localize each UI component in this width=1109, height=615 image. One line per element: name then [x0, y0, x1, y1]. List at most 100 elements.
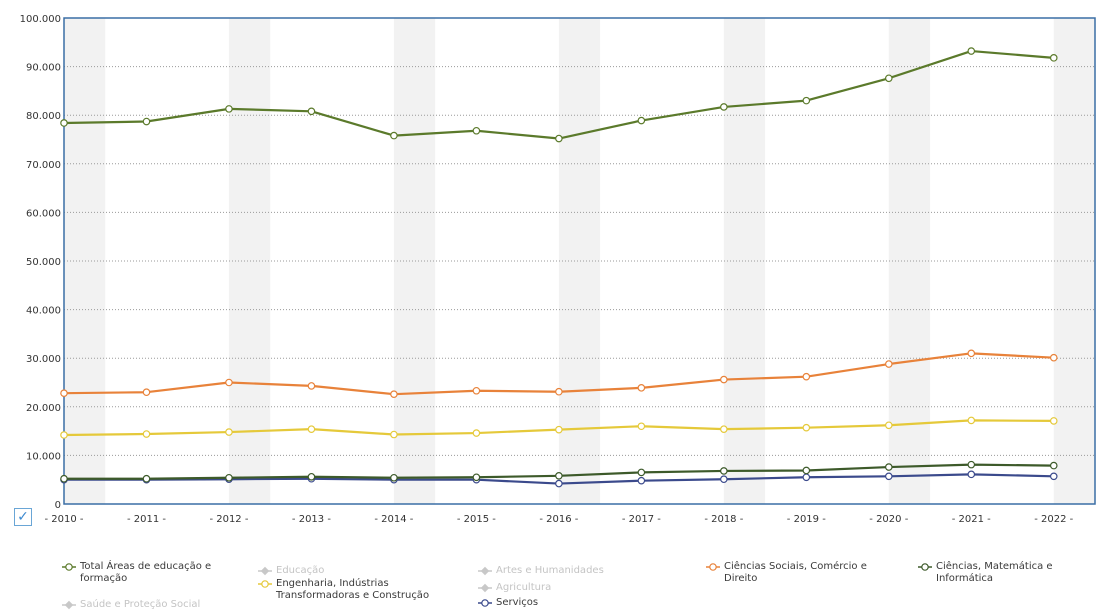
legend-item[interactable]: Engenharia, Indústrias Transformadoras e… [258, 578, 458, 602]
data-point[interactable] [307, 382, 316, 390]
data-point[interactable] [802, 96, 811, 105]
data-point[interactable] [802, 372, 811, 381]
data-point[interactable] [390, 430, 398, 439]
x-tick-label: - 2016 - [539, 514, 578, 525]
data-point[interactable] [390, 473, 398, 482]
data-point[interactable] [720, 103, 728, 111]
legend-item[interactable]: Agricultura [478, 582, 678, 594]
data-point[interactable] [884, 360, 893, 368]
y-tick-label: 40.000 [26, 306, 61, 317]
y-tick-label: 90.000 [26, 63, 61, 74]
data-point[interactable] [720, 475, 728, 484]
data-point[interactable] [555, 479, 563, 488]
data-point[interactable] [720, 425, 728, 433]
plot-frame [63, 17, 1096, 505]
legend-item[interactable]: Saúde e Proteção Social [62, 599, 252, 611]
data-point[interactable] [967, 460, 976, 469]
data-point[interactable] [225, 105, 233, 113]
data-point[interactable] [555, 387, 563, 396]
legend-item[interactable]: Ciências Sociais, Comércio e Direito [706, 561, 896, 585]
y-tick-label: 60.000 [26, 208, 61, 219]
legend-item[interactable]: Serviços [478, 597, 678, 609]
x-tick-label: - 2018 - [704, 514, 743, 525]
legend-item[interactable]: Ciências, Matemática e Informática [918, 561, 1088, 585]
data-point[interactable] [390, 131, 398, 140]
legend-marker-icon [918, 561, 932, 573]
legend-label: Engenharia, Indústrias Transformadoras e… [276, 578, 430, 601]
y-axis: 0 10.000 20.000 30.000 40.000 50.000 60.000 70.… [20, 14, 61, 511]
data-point[interactable] [307, 107, 316, 116]
data-point[interactable] [637, 476, 646, 485]
data-point[interactable] [60, 389, 68, 397]
data-point[interactable] [142, 474, 151, 483]
data-point[interactable] [1049, 353, 1058, 362]
plot-band [888, 18, 931, 504]
data-point[interactable] [802, 473, 811, 482]
gridlines [64, 66, 1095, 456]
y-tick-label: 50.000 [26, 257, 61, 268]
data-point[interactable] [637, 468, 646, 477]
checkmark-icon: ✓ [17, 509, 29, 525]
data-point[interactable] [472, 429, 481, 437]
data-point[interactable] [60, 119, 68, 127]
legend-item[interactable]: Total Áreas de educação e formação [62, 561, 230, 585]
data-point[interactable] [884, 421, 893, 430]
data-point[interactable] [142, 388, 151, 397]
data-point[interactable] [884, 463, 893, 471]
data-point[interactable] [555, 472, 563, 480]
x-tick-label: - 2019 - [787, 514, 826, 525]
x-tick-label: - 2013 - [292, 514, 331, 525]
y-tick-label: 80.000 [26, 111, 61, 122]
data-point[interactable] [1049, 417, 1058, 425]
data-point[interactable] [472, 126, 481, 135]
legend-marker-icon [478, 597, 492, 609]
data-point[interactable] [884, 74, 893, 83]
y-tick-label: 70.000 [26, 160, 61, 171]
data-point[interactable] [637, 422, 646, 431]
data-point[interactable] [225, 428, 233, 436]
data-point[interactable] [472, 473, 481, 482]
data-point[interactable] [142, 430, 151, 438]
chart-legend: Total Áreas de educação e formação Educaç… [0, 555, 1109, 615]
data-point[interactable] [390, 390, 398, 398]
data-point[interactable] [720, 375, 728, 384]
plot-band [1053, 18, 1095, 504]
data-point[interactable] [967, 416, 976, 425]
data-point[interactable] [1049, 472, 1058, 481]
data-point[interactable] [967, 470, 976, 479]
data-point[interactable] [967, 349, 976, 358]
data-point[interactable] [225, 473, 233, 482]
data-point[interactable] [307, 425, 316, 433]
legend-item[interactable]: Artes e Humanidades [478, 565, 678, 577]
data-point[interactable] [1049, 54, 1058, 62]
legend-item[interactable]: Educação [258, 565, 458, 577]
y-tick-label: 30.000 [26, 354, 61, 365]
x-tick-label: - 2010 - [44, 514, 83, 525]
legend-label: Artes e Humanidades [496, 565, 604, 576]
y-tick-label: 20.000 [26, 403, 61, 414]
data-point[interactable] [225, 378, 233, 387]
x-tick-label: - 2021 - [952, 514, 991, 525]
x-tick-label: - 2017 - [622, 514, 661, 525]
data-point[interactable] [60, 474, 68, 483]
data-point[interactable] [720, 467, 728, 475]
data-point[interactable] [967, 47, 976, 55]
series-lines [60, 47, 1058, 488]
data-point[interactable] [60, 431, 68, 439]
legend-label: Saúde e Proteção Social [80, 599, 201, 610]
data-point[interactable] [802, 423, 811, 432]
data-point[interactable] [637, 384, 646, 392]
data-point[interactable] [637, 116, 646, 125]
data-point[interactable] [802, 466, 811, 475]
data-point[interactable] [1049, 461, 1058, 470]
data-point[interactable] [555, 134, 563, 143]
toggle-all-checkbox[interactable]: ✓ [14, 508, 32, 526]
legend-marker-icon [478, 565, 492, 577]
y-tick-label: 100.000 [20, 14, 61, 25]
data-point[interactable] [884, 472, 893, 481]
data-point[interactable] [307, 472, 316, 481]
x-tick-label: - 2012 - [209, 514, 248, 525]
data-point[interactable] [142, 117, 151, 126]
data-point[interactable] [555, 425, 563, 434]
data-point[interactable] [472, 386, 481, 395]
